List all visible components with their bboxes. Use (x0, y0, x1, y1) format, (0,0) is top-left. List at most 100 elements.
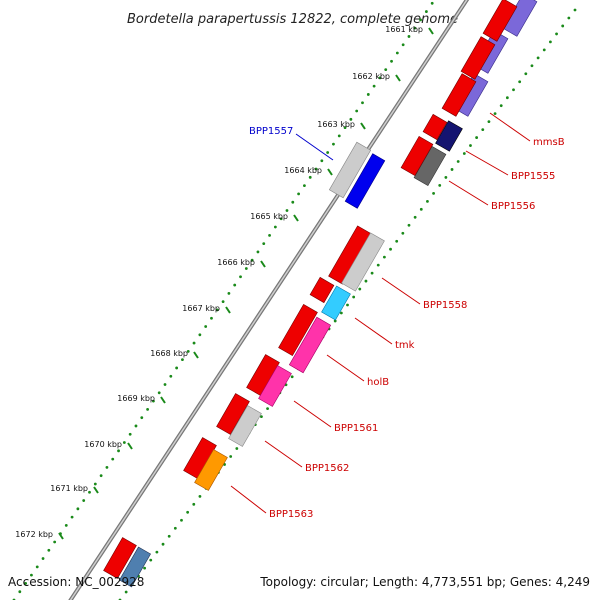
gc-dot-left (262, 242, 266, 246)
gc-dot-left (204, 325, 208, 328)
gc-dot-left (303, 184, 306, 188)
gc-dot-right (524, 72, 528, 76)
scale-tick-label: 1669 kbp (117, 394, 155, 403)
gene-label-BPP1562: BPP1562 (305, 463, 349, 474)
gc-dot-right (155, 550, 159, 554)
gc-dot-left (163, 383, 167, 386)
backbone-inner (69, 0, 468, 600)
gc-dot-right (450, 168, 454, 171)
feature-red (400, 136, 434, 176)
gc-dot-left (221, 300, 225, 304)
label-leader-line (465, 150, 509, 176)
gc-dot-right (432, 191, 435, 195)
label-leader-line (489, 112, 531, 142)
gc-dot-left (314, 167, 318, 171)
scale-tick-label: 1664 kbp (284, 166, 322, 175)
gc-dot-right (370, 271, 374, 275)
gc-dot-right (426, 199, 429, 203)
gc-dot-right (444, 176, 448, 179)
gc-dot-right (290, 375, 294, 379)
label-leader-line (293, 400, 332, 428)
scale-tick (395, 74, 401, 82)
gc-dot-left (53, 540, 57, 544)
gc-dot-right (518, 80, 522, 84)
gc-dot-right (229, 455, 233, 458)
label-leader-line (264, 440, 303, 468)
gc-dot-right (555, 32, 558, 36)
gc-dot-right (493, 112, 497, 116)
gc-dot-right (186, 510, 190, 514)
gc-dot-right (401, 231, 405, 235)
gc-dot-left (151, 399, 155, 403)
gc-dot-left (186, 349, 190, 353)
gc-dot-left (273, 225, 277, 229)
scale-tick-label: 1667 kbp (182, 304, 220, 313)
scale-tick-label: 1665 kbp (250, 212, 288, 221)
gc-dot-left (64, 524, 68, 527)
gc-dot-left (401, 43, 405, 47)
scale-tick (93, 486, 99, 494)
gc-dot-left (157, 391, 161, 395)
gc-dot-left (175, 366, 179, 370)
gc-dot-left (355, 109, 359, 113)
gc-dot-left (99, 474, 103, 478)
gc-dot-right (512, 88, 515, 92)
gene-features (103, 0, 538, 588)
gc-dot-right (456, 160, 460, 163)
label-leader-line (354, 317, 393, 345)
gc-dot-left (337, 134, 341, 138)
scale-tick (428, 27, 434, 35)
gc-dot-right (266, 407, 269, 411)
gene-label-BPP1558: BPP1558 (423, 300, 467, 311)
gc-dot-left (244, 267, 248, 270)
gc-dot-left (117, 449, 120, 453)
gc-dot-left (378, 76, 382, 80)
feature-BPP1557 (344, 153, 386, 209)
feature-tmk (321, 285, 351, 321)
gc-dot-right (376, 263, 380, 267)
gc-dot-right (143, 566, 146, 570)
gc-dot-left (30, 573, 33, 577)
gc-dot-left (384, 68, 388, 71)
gc-dot-right (173, 526, 177, 530)
scale-ticks: 1661 kbp 1662 kbp 1663 kbp 1664 kbp 1665 kbp… (15, 25, 434, 540)
gene-label-BPP1556: BPP1556 (491, 201, 535, 212)
gene-label-BPP1555: BPP1555 (511, 171, 555, 182)
scale-tick (260, 260, 266, 268)
scale-tick-label: 1670 kbp (84, 440, 122, 449)
gc-dot-right (260, 415, 263, 419)
gc-dot-right (419, 207, 423, 211)
gene-label-holB: holB (367, 377, 389, 388)
gc-dot-left (18, 590, 22, 594)
scale-tick (127, 442, 133, 450)
gene-label-mmsB: mmsB (533, 137, 565, 148)
gc-dot-right (549, 40, 552, 44)
map-title: Bordetella parapertussis 12822, complete… (127, 12, 458, 27)
scale-tick-label: 1663 kbp (317, 120, 355, 129)
scale-tick-label: 1672 kbp (15, 530, 53, 539)
scale-tick-label: 1671 kbp (50, 484, 88, 493)
gene-label-BPP1557: BPP1557 (249, 126, 293, 137)
gc-dot-right (487, 120, 491, 124)
gc-dot-right (438, 184, 442, 187)
gc-dot-right (462, 152, 466, 155)
gc-dot-right (167, 534, 171, 538)
gc-dot-left (41, 557, 45, 560)
gc-dot-left (285, 209, 289, 212)
label-leader-line (448, 180, 489, 206)
gc-dot-right (395, 239, 399, 243)
gc-dot-right (481, 128, 485, 131)
feature-red (441, 73, 477, 117)
gc-dot-left (297, 192, 301, 196)
gene-label-BPP1563: BPP1563 (269, 509, 313, 520)
gc-dot-right (407, 223, 411, 227)
gc-dot-right (192, 502, 196, 506)
scale-tick (293, 214, 299, 222)
feature-red (103, 537, 137, 579)
gc-dot-left (134, 424, 138, 428)
gc-dot-left (105, 465, 109, 469)
gc-dot-left (390, 59, 393, 63)
gc-dot-right (413, 215, 417, 219)
gc-dot-right (352, 295, 356, 299)
